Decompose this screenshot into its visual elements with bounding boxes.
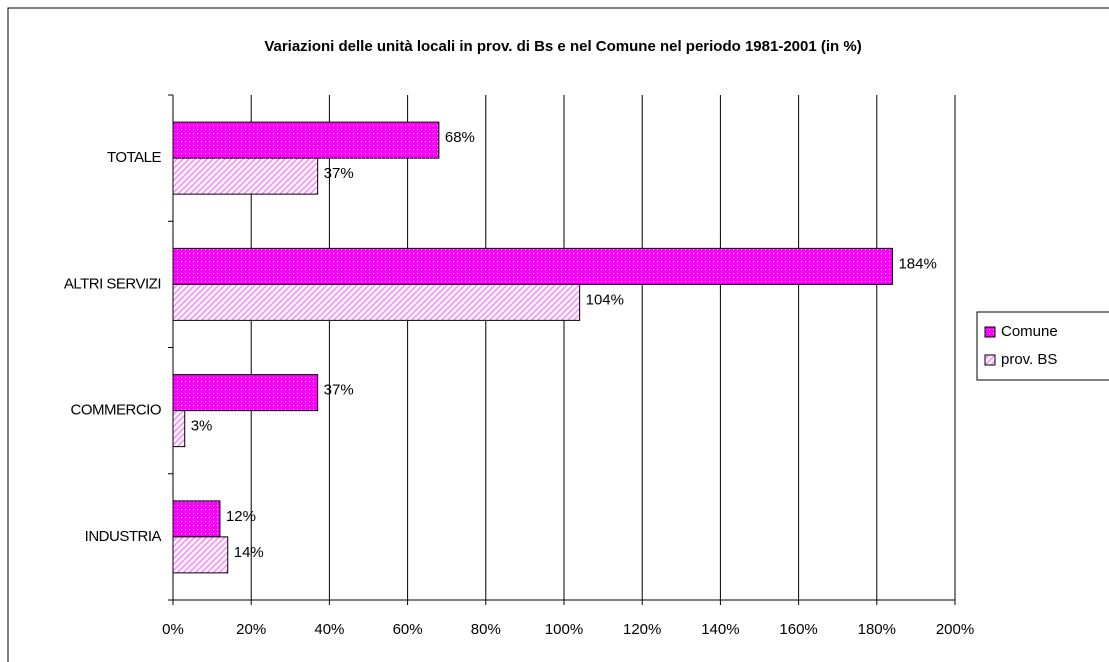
bar xyxy=(172,500,221,538)
legend-label: Comune xyxy=(1001,323,1058,340)
x-tick-label: 160% xyxy=(779,621,817,638)
data-label: 68% xyxy=(445,129,475,146)
x-tick-label: 120% xyxy=(623,621,661,638)
x-tick-label: 20% xyxy=(236,621,266,638)
x-tick-label: 80% xyxy=(471,621,501,638)
legend-swatch xyxy=(984,326,996,338)
legend-label: prov. BS xyxy=(1001,351,1057,368)
data-label: 3% xyxy=(191,418,213,435)
data-label: 184% xyxy=(898,255,936,272)
x-tick-label: 40% xyxy=(314,621,344,638)
data-label: 14% xyxy=(234,544,264,561)
y-tick-label: INDUSTRIA xyxy=(85,528,162,545)
x-tick-label: 60% xyxy=(393,621,423,638)
y-tick-label: ALTRI SERVIZI xyxy=(64,275,161,292)
bar xyxy=(172,247,893,285)
data-label: 37% xyxy=(324,382,354,399)
y-tick-label: COMMERCIO xyxy=(71,402,162,419)
data-label: 104% xyxy=(586,291,624,308)
x-tick-label: 200% xyxy=(936,621,974,638)
chart-title: Variazioni delle unità locali in prov. d… xyxy=(264,38,861,55)
bar xyxy=(172,410,186,448)
bar xyxy=(172,374,319,412)
x-tick-label: 180% xyxy=(858,621,896,638)
x-tick-label: 0% xyxy=(162,621,184,638)
bar xyxy=(172,121,440,159)
x-tick-label: 140% xyxy=(701,621,739,638)
bar xyxy=(172,157,319,195)
data-label: 12% xyxy=(226,508,256,525)
x-tick-label: 100% xyxy=(545,621,583,638)
bar xyxy=(172,283,581,321)
legend-swatch xyxy=(984,354,996,366)
legend-box xyxy=(976,311,1109,381)
data-label: 37% xyxy=(324,165,354,182)
y-tick-label: TOTALE xyxy=(107,149,161,166)
bar xyxy=(172,536,229,574)
